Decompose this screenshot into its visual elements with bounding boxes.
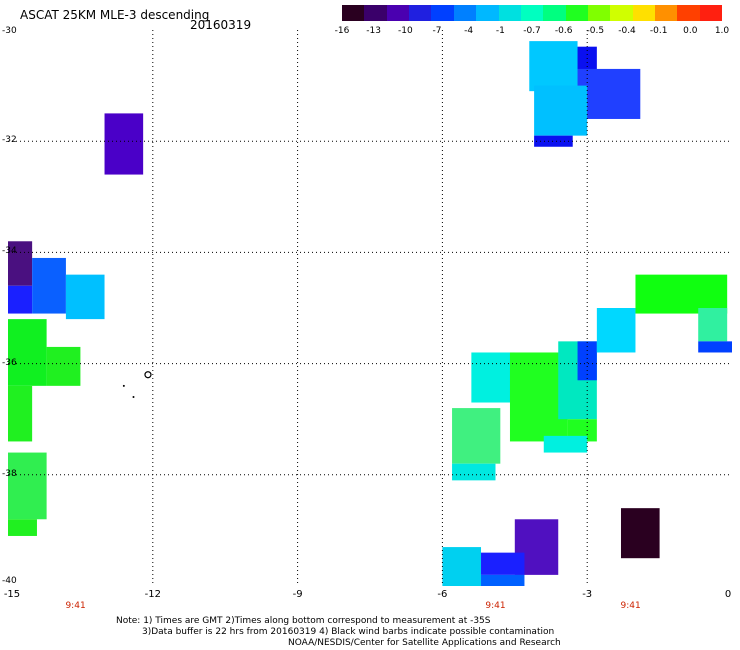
color-scale-tick: -4 xyxy=(464,26,474,36)
color-scale-labels: -16 -13 -10 -7 -4 -1 -0.7 -0.6 -0.5 -0.4 -0.1 0.0 1.… xyxy=(330,26,734,38)
wind-cell xyxy=(452,408,501,464)
wind-cell xyxy=(635,274,728,314)
wind-cell xyxy=(104,113,144,175)
color-scale-tick: -16 xyxy=(334,26,350,36)
color-swatch xyxy=(498,5,521,21)
wind-barb xyxy=(122,384,125,387)
wind-cell xyxy=(442,547,482,586)
color-scale-tick: -0.1 xyxy=(649,26,668,36)
color-swatch xyxy=(699,5,723,21)
map-title: ASCAT 25KM MLE-3 descending xyxy=(20,8,210,22)
wind-cell xyxy=(46,346,81,386)
wind-cell xyxy=(534,135,573,147)
color-scale-tick: -0.7 xyxy=(523,26,541,36)
wind-cell xyxy=(543,435,588,453)
map-date: 20160319 xyxy=(190,18,252,32)
color-scale-tick: -10 xyxy=(397,26,413,36)
color-swatch xyxy=(565,5,588,21)
color-scale-tick: 0.0 xyxy=(683,26,698,36)
lat-tick-label: -36 xyxy=(2,357,17,368)
wind-cell xyxy=(8,519,37,536)
wind-cell xyxy=(471,352,515,403)
time-label: 9:41 xyxy=(620,601,641,611)
time-label: 9:41 xyxy=(65,601,86,611)
lat-tick-label: -30 xyxy=(2,26,17,36)
wind-cell xyxy=(577,341,597,381)
wind-cell xyxy=(620,508,660,559)
lon-tick-label: -15 xyxy=(3,589,21,600)
wind-map-plot xyxy=(8,30,732,586)
wind-barb xyxy=(144,371,152,379)
lon-tick-label: 0 xyxy=(724,589,732,600)
color-swatch xyxy=(655,5,678,21)
wind-cell xyxy=(529,41,578,92)
color-scale-tick: -1 xyxy=(495,26,505,36)
wind-cell xyxy=(481,574,525,586)
lon-tick-label: -3 xyxy=(582,589,593,600)
wind-cell xyxy=(8,385,33,442)
wind-cell xyxy=(8,241,33,286)
lon-tick-label: -12 xyxy=(144,589,161,600)
color-swatch xyxy=(677,5,700,21)
color-scale-tick: -7 xyxy=(432,26,442,36)
lat-tick-label: -34 xyxy=(2,246,17,257)
wind-cell xyxy=(8,319,47,386)
color-scale-bar xyxy=(342,5,723,21)
note-line-2: 3)Data buffer is 22 hrs from 20160319 4)… xyxy=(142,627,555,637)
color-swatch xyxy=(543,5,566,21)
color-swatch xyxy=(431,5,454,21)
color-swatch xyxy=(587,5,611,21)
wind-cell xyxy=(452,463,496,481)
note-line-1: Note: 1) Times are GMT 2)Times along bot… xyxy=(116,616,491,626)
color-swatch xyxy=(476,5,499,21)
lon-tick-label: -6 xyxy=(437,589,448,600)
color-scale-tick: -0.5 xyxy=(586,26,605,36)
note-line-3: NOAA/NESDIS/Center for Satellite Applica… xyxy=(288,638,561,648)
color-scale-tick: -13 xyxy=(366,26,382,36)
wind-cell xyxy=(32,257,66,314)
wind-cell xyxy=(8,285,33,314)
lat-tick-label: -40 xyxy=(2,576,17,586)
lat-tick-label: -32 xyxy=(2,135,17,146)
lat-tick-label: -38 xyxy=(2,468,17,479)
wind-cell xyxy=(596,308,636,353)
wind-cell xyxy=(698,308,728,342)
color-swatch xyxy=(610,5,633,21)
color-scale-tick: 1.0 xyxy=(714,26,730,36)
wind-barb xyxy=(132,395,135,398)
color-swatch xyxy=(453,5,477,21)
color-swatch xyxy=(386,5,410,21)
wind-cell xyxy=(698,341,732,353)
wind-cell xyxy=(8,452,47,520)
color-swatch xyxy=(409,5,432,21)
color-swatch xyxy=(364,5,387,21)
color-swatch xyxy=(520,5,544,21)
color-swatch xyxy=(632,5,656,21)
color-scale-tick: -0.4 xyxy=(618,26,636,36)
lon-tick-label: -9 xyxy=(292,589,303,600)
wind-cell xyxy=(65,274,105,320)
time-label: 9:41 xyxy=(485,601,506,611)
color-swatch xyxy=(342,5,365,21)
color-scale-tick: -0.6 xyxy=(554,26,573,36)
wind-cell xyxy=(534,85,588,136)
wind-cell xyxy=(481,552,525,575)
